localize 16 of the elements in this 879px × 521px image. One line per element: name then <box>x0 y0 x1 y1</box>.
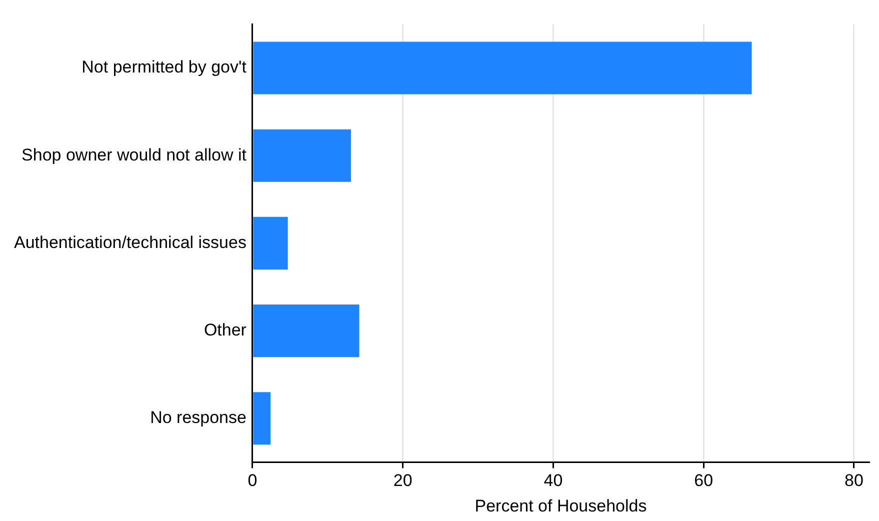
x-tick-label: 20 <box>393 471 412 490</box>
y-tick-label: Other <box>204 320 247 340</box>
x-axis-title: Percent of Households <box>474 496 647 516</box>
x-tick-label: 40 <box>544 471 563 490</box>
x-tick-label: 60 <box>694 471 714 490</box>
bar <box>253 392 271 445</box>
y-tick-label: Not permitted by gov't <box>82 58 247 77</box>
x-tick-label: 0 <box>248 471 258 490</box>
y-tick-label: Authentication/technical issues <box>14 232 246 252</box>
bar <box>253 216 288 270</box>
y-tick-label: Shop owner would not allow it <box>22 145 247 164</box>
bar <box>253 42 752 94</box>
bar <box>253 129 351 182</box>
y-tick-label: No response <box>150 408 246 428</box>
x-tick-label: 80 <box>844 471 864 490</box>
bar <box>253 304 360 358</box>
